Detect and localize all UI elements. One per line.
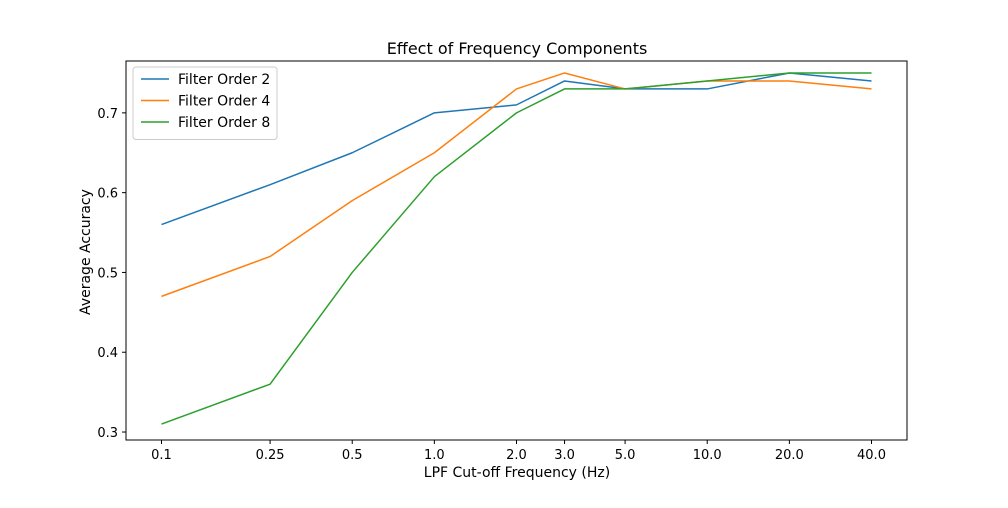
- x-axis-title: LPF Cut-off Frequency (Hz): [424, 465, 610, 481]
- x-tick-label: 5.0: [615, 448, 636, 463]
- chart-title: Effect of Frequency Components: [387, 39, 648, 58]
- x-tick-label: 40.0: [857, 448, 886, 463]
- x-tick-label: 10.0: [693, 448, 722, 463]
- x-tick-label: 2.0: [506, 448, 527, 463]
- x-tick-label: 20.0: [775, 448, 804, 463]
- series-line-filter-order-8: [161, 72, 872, 425]
- x-tick-label: 1.0: [424, 448, 445, 463]
- legend-label: Filter Order 2: [178, 72, 270, 88]
- legend-label: Filter Order 4: [178, 94, 270, 110]
- y-tick-label: 0.3: [97, 426, 118, 441]
- x-tick-label: 0.1: [151, 448, 172, 463]
- y-tick-label: 0.4: [97, 346, 118, 361]
- y-tick-label: 0.7: [97, 107, 118, 122]
- series-line-filter-order-4: [161, 72, 872, 298]
- plot-area: 0.1 0.25 0.5 1.0 2.0 3.0 5.0 10.0 20.0 40.0 0.3 0.4…: [97, 60, 908, 463]
- x-tick-label: 0.5: [342, 448, 363, 463]
- y-tick-label: 0.5: [97, 266, 118, 281]
- x-tick-label: 3.0: [554, 448, 575, 463]
- legend-label: Filter Order 8: [178, 115, 270, 131]
- x-tick-label: 0.25: [256, 448, 285, 463]
- y-axis-title: Average Accuracy: [78, 189, 94, 315]
- y-tick-label: 0.6: [97, 187, 118, 202]
